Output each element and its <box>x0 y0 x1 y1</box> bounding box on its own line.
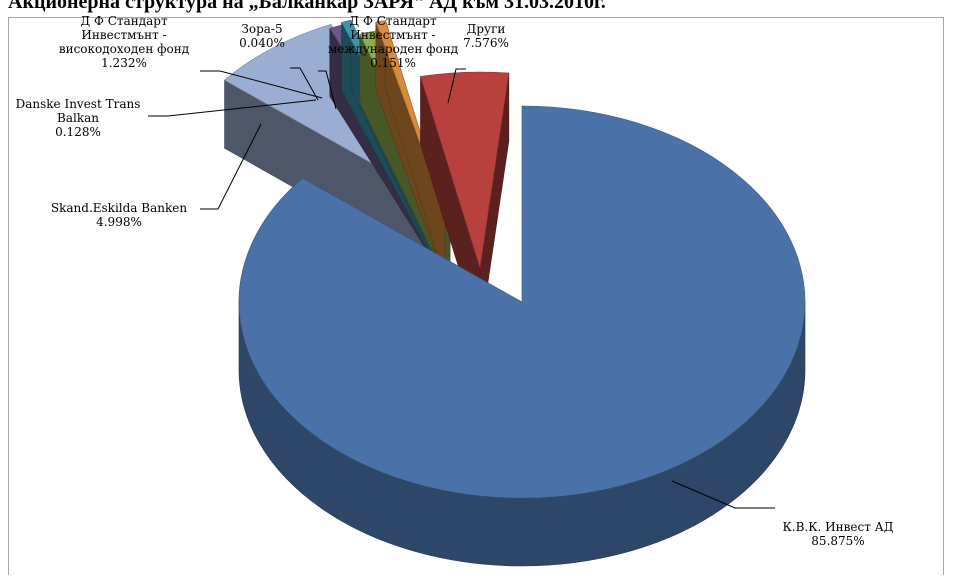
chart-title: Акционерна структура на „Балканкар ЗАРЯ“… <box>8 0 606 13</box>
chart-frame <box>8 17 944 575</box>
slice-value-label: 4.998% <box>96 215 142 229</box>
slice-label: Зора-5 0.040% <box>239 22 285 50</box>
slice-name-label: Други <box>467 22 506 36</box>
pie-slice-top <box>238 105 806 499</box>
slice-label: Danske Invest Trans Balkan 0.128% <box>16 97 141 139</box>
slice-label: Д Ф Стандарт Инвестмънт -международен фон… <box>328 14 458 70</box>
slice-name-label: К.В.К. Инвест АД <box>783 520 894 534</box>
slice-label: Д Ф Стандарт Инвестмънт -високодоходен фо… <box>59 14 189 70</box>
slice-value-label: 0.040% <box>239 36 285 50</box>
slice-value-label: 0.151% <box>370 56 416 70</box>
slice-name-label: високодоходен фонд <box>59 42 189 56</box>
leader-line <box>447 68 466 104</box>
slice-name-label: Balkan <box>57 111 99 125</box>
slice-name-label: Skand.Eskilda Banken <box>51 201 187 215</box>
slice-value-label: 85.875% <box>811 534 864 548</box>
slice-name-label: международен фонд <box>328 42 458 56</box>
slice-label: Skand.Eskilda Banken 4.998% <box>51 201 187 229</box>
slice-name-label: Инвестмънт - <box>81 28 166 42</box>
slice-name-label: Инвестмънт - <box>350 28 435 42</box>
slice-value-label: 7.576% <box>463 36 509 50</box>
pie-slice-top <box>420 71 510 269</box>
slice-name-label: Зора-5 <box>241 22 282 36</box>
slice-label: Други 7.576% <box>463 22 509 50</box>
leader-line <box>148 99 317 117</box>
leader-line <box>200 123 262 210</box>
leader-line <box>200 70 323 99</box>
leader-line <box>671 480 775 509</box>
slice-name-label: Д Ф Стандарт <box>80 14 168 28</box>
slice-name-label: Д Ф Стандарт <box>349 14 437 28</box>
slice-value-label: 1.232% <box>101 56 147 70</box>
slice-name-label: Danske Invest Trans <box>16 97 141 111</box>
slice-label: К.В.К. Инвест АД 85.875% <box>783 520 894 548</box>
leader-line <box>318 70 337 110</box>
leader-line <box>290 67 319 101</box>
pie-slice <box>238 105 806 567</box>
slice-value-label: 0.128% <box>55 125 101 139</box>
